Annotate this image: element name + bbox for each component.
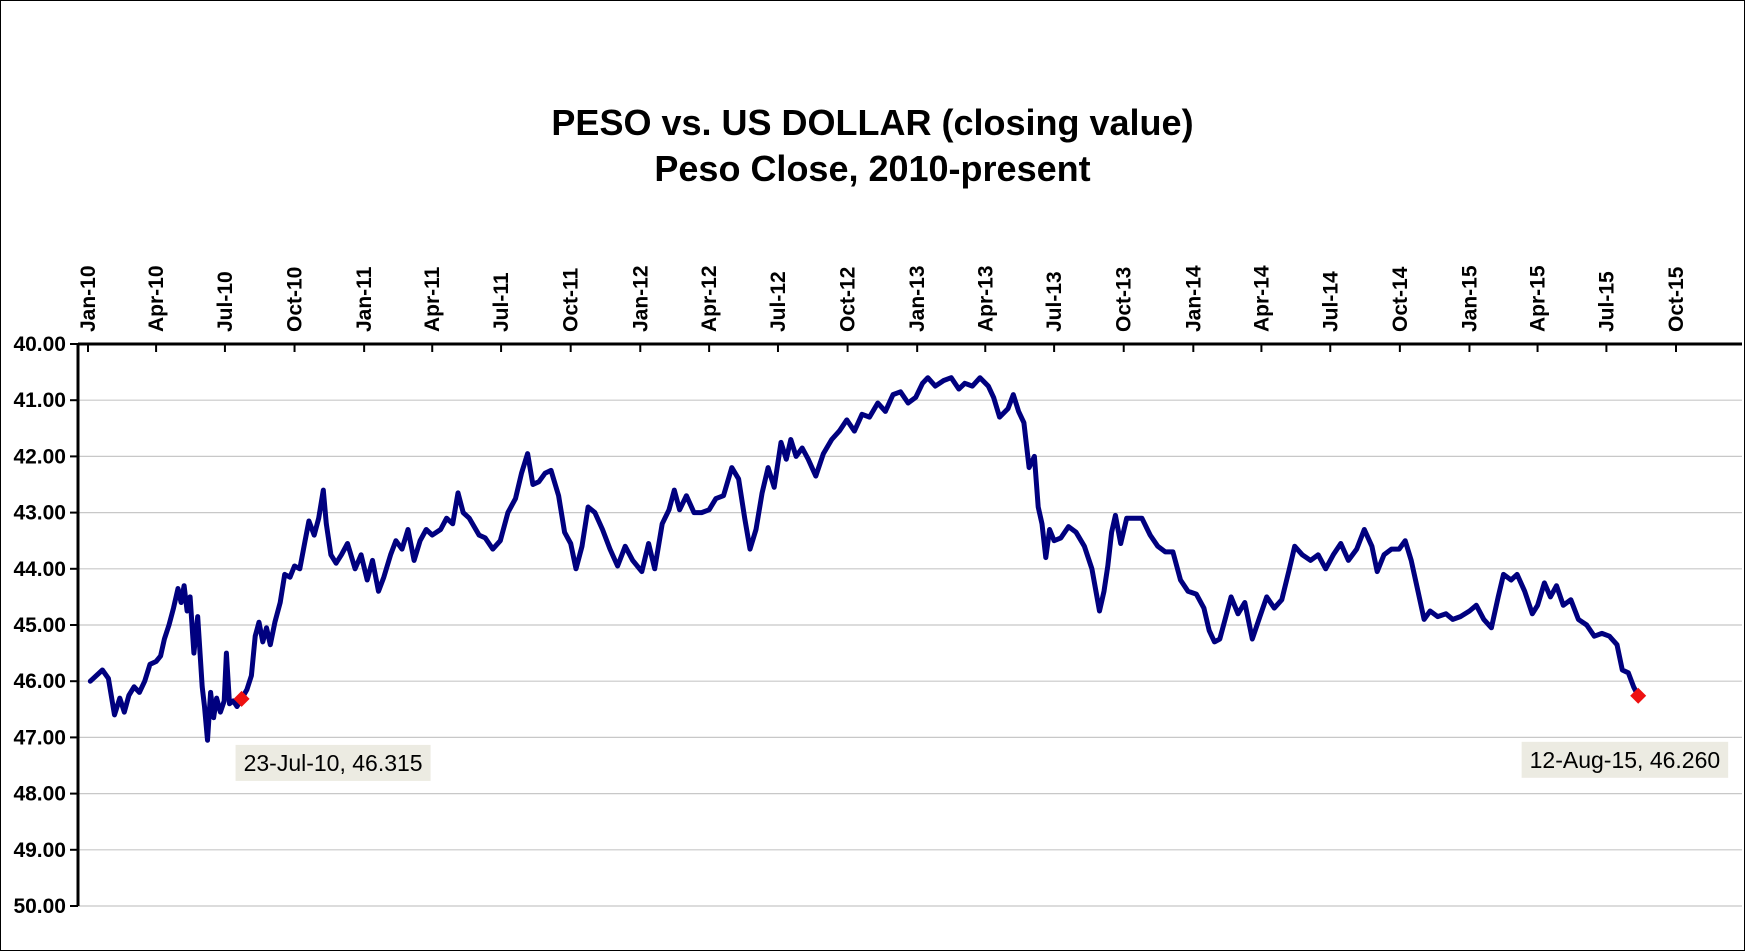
annotations: 23-Jul-10, 46.315 12-Aug-15, 46.260 [233,687,1729,781]
x-tick-label: Jul-13 [1043,271,1066,332]
annotation-label: 23-Jul-10, 46.315 [235,744,431,781]
x-tick-label: Apr-11 [421,266,444,332]
chart-title-block: PESO vs. US DOLLAR (closing value) Peso … [0,100,1745,192]
x-tick-label: Oct-15 [1665,266,1688,332]
x-tick-label: Apr-15 [1527,265,1550,332]
x-tick-label: Jul-10 [214,271,237,332]
x-tick-label: Oct-14 [1389,266,1412,332]
annotation-box [235,744,431,781]
annotation-box [1521,741,1729,778]
y-tick-label: 41.00 [13,389,66,412]
x-tick-label: Oct-11 [560,267,583,332]
x-tick-label: Jan-11 [353,266,376,332]
chart-subtitle: Peso Close, 2010-present [654,148,1091,189]
x-tick-label: Apr-10 [145,265,168,332]
series-line-peso-close [87,375,1641,743]
x-tick-label: Oct-12 [837,267,860,332]
y-axis: 40.00 41.00 42.00 43.00 44.00 45.00 46.00 47.00… [13,333,80,918]
y-tick-label: 49.00 [13,839,66,862]
annotation-label: 12-Aug-15, 46.260 [1521,741,1729,778]
x-tick-label: Oct-10 [284,267,307,332]
x-tick-label: Jan-15 [1458,265,1481,332]
x-tick-label: Jul-12 [767,271,790,332]
x-tick-label: Jan-13 [906,265,929,332]
y-tick-label: 43.00 [13,502,66,525]
x-axis: Jan-10 Apr-10 Jul-10 Oct-10 Jan-11 Apr-11 Jul-… [77,265,1742,352]
annotation-text: 12-Aug-15, 46.260 [1530,747,1721,773]
x-tick-label: Jan-14 [1182,265,1205,332]
x-tick-label: Jul-14 [1319,271,1342,332]
annotation-text: 23-Jul-10, 46.315 [244,750,423,776]
y-tick-label: 48.00 [13,783,66,806]
y-tick-label: 46.00 [13,670,66,693]
y-tick-label: 42.00 [13,445,66,468]
x-tick-label: Apr-14 [1250,265,1273,332]
y-tick-label: 45.00 [13,614,66,637]
gridlines [78,399,1742,907]
x-tick-label: Jul-11 [490,272,513,332]
y-tick-label: 40.00 [13,333,66,356]
x-tick-label: Apr-12 [698,265,721,332]
x-tick-label: Jan-12 [629,265,652,332]
annotation-marker [1630,687,1647,704]
y-tick-label: 44.00 [13,558,66,581]
x-tick-label: Jan-10 [77,265,100,332]
y-tick-label: 50.00 [13,895,66,918]
x-tick-label: Jul-15 [1595,271,1618,332]
annotation-marker [233,690,250,707]
x-tick-label: Apr-13 [974,265,997,332]
y-tick-label: 47.00 [13,726,66,749]
chart-title: PESO vs. US DOLLAR (closing value) [551,102,1194,143]
x-tick-label: Oct-13 [1113,267,1136,332]
